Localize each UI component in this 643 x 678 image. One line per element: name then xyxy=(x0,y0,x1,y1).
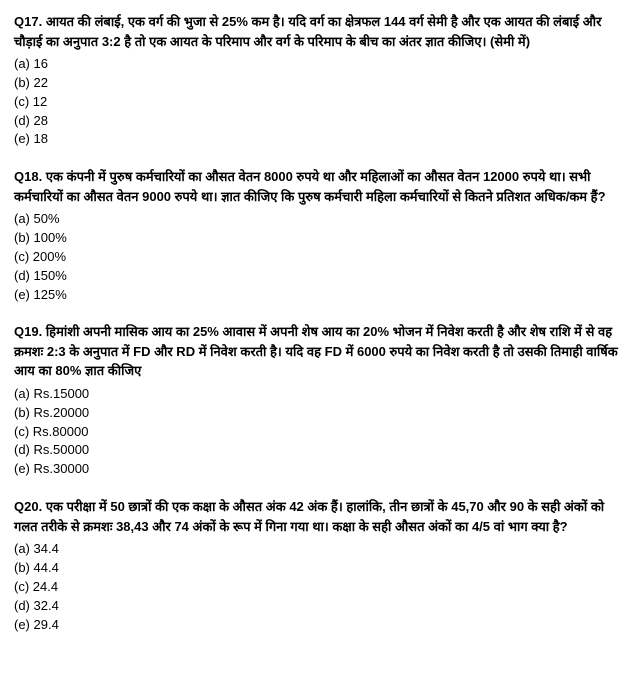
question-19: Q19. हिमांशी अपनी मासिक आय का 25% आवास म… xyxy=(14,322,629,479)
option-b: (b) 44.4 xyxy=(14,559,629,578)
question-17: Q17. आयत की लंबाई, एक वर्ग की भुजा से 25… xyxy=(14,12,629,149)
options-list: (a) 16 (b) 22 (c) 12 (d) 28 (e) 18 xyxy=(14,55,629,149)
question-label: Q19. xyxy=(14,324,42,339)
option-b: (b) 22 xyxy=(14,74,629,93)
question-body: हिमांशी अपनी मासिक आय का 25% आवास में अप… xyxy=(14,324,618,378)
option-c: (c) 12 xyxy=(14,93,629,112)
options-list: (a) Rs.15000 (b) Rs.20000 (c) Rs.80000 (… xyxy=(14,385,629,479)
option-a: (a) Rs.15000 xyxy=(14,385,629,404)
option-b: (b) 100% xyxy=(14,229,629,248)
question-label: Q20. xyxy=(14,499,42,514)
option-d: (d) 150% xyxy=(14,267,629,286)
question-body: एक परीक्षा में 50 छात्रों की एक कक्षा के… xyxy=(14,499,604,534)
question-label: Q18. xyxy=(14,169,42,184)
question-20: Q20. एक परीक्षा में 50 छात्रों की एक कक्… xyxy=(14,497,629,634)
question-label: Q17. xyxy=(14,14,42,29)
option-a: (a) 34.4 xyxy=(14,540,629,559)
question-body: आयत की लंबाई, एक वर्ग की भुजा से 25% कम … xyxy=(14,14,601,49)
option-d: (d) 32.4 xyxy=(14,597,629,616)
option-e: (e) 125% xyxy=(14,286,629,305)
question-18: Q18. एक कंपनी में पुरुष कर्मचारियों का औ… xyxy=(14,167,629,304)
option-c: (c) 200% xyxy=(14,248,629,267)
question-text: Q19. हिमांशी अपनी मासिक आय का 25% आवास म… xyxy=(14,322,629,381)
option-e: (e) 18 xyxy=(14,130,629,149)
option-a: (a) 16 xyxy=(14,55,629,74)
option-a: (a) 50% xyxy=(14,210,629,229)
option-c: (c) 24.4 xyxy=(14,578,629,597)
options-list: (a) 50% (b) 100% (c) 200% (d) 150% (e) 1… xyxy=(14,210,629,304)
option-d: (d) 28 xyxy=(14,112,629,131)
option-b: (b) Rs.20000 xyxy=(14,404,629,423)
option-e: (e) Rs.30000 xyxy=(14,460,629,479)
options-list: (a) 34.4 (b) 44.4 (c) 24.4 (d) 32.4 (e) … xyxy=(14,540,629,634)
question-text: Q17. आयत की लंबाई, एक वर्ग की भुजा से 25… xyxy=(14,12,629,51)
question-text: Q18. एक कंपनी में पुरुष कर्मचारियों का औ… xyxy=(14,167,629,206)
question-text: Q20. एक परीक्षा में 50 छात्रों की एक कक्… xyxy=(14,497,629,536)
option-e: (e) 29.4 xyxy=(14,616,629,635)
option-d: (d) Rs.50000 xyxy=(14,441,629,460)
question-body: एक कंपनी में पुरुष कर्मचारियों का औसत वे… xyxy=(14,169,606,204)
option-c: (c) Rs.80000 xyxy=(14,423,629,442)
